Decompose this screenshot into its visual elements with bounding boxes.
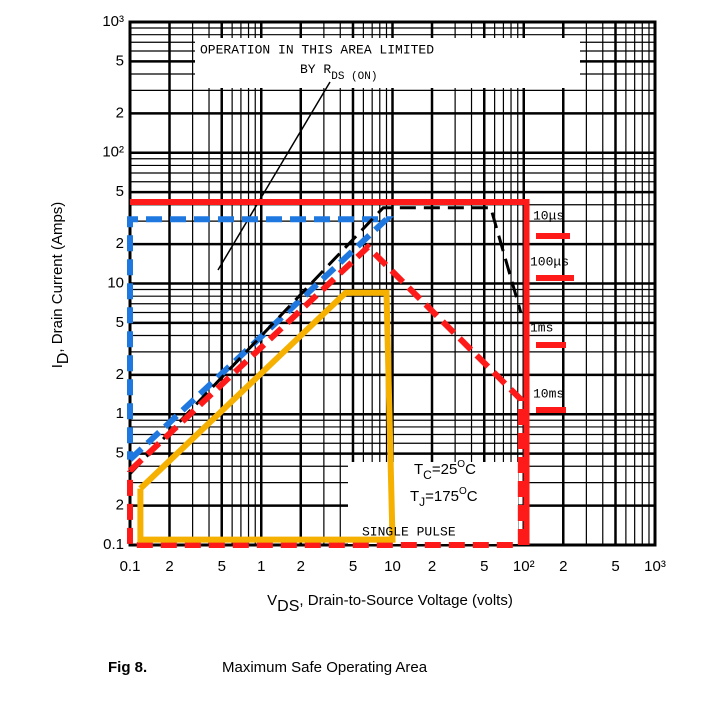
annotation: J: [419, 495, 425, 509]
series-line: [127, 216, 395, 462]
y-tick-label: 2: [116, 235, 124, 252]
y-tick-label: 2: [116, 104, 124, 121]
caption: Maximum Safe Operating Area: [222, 659, 428, 676]
y-tick-label: 5: [116, 445, 124, 462]
y-tick-label: 10²: [102, 144, 124, 161]
x-axis-label: DS: [277, 598, 299, 615]
series: [127, 199, 530, 548]
y-axis-label: D: [55, 353, 72, 365]
x-axis-label: VDS, Drain-to-Source Voltage (volts): [267, 592, 513, 615]
annotation: =175: [425, 488, 459, 505]
annotation-boxes: [195, 38, 580, 544]
y-tick-label: 2: [116, 366, 124, 383]
arrow: [217, 81, 331, 271]
y-tick-label: 0.1: [103, 536, 124, 553]
x-axis-label: V: [267, 592, 277, 609]
annotation: T: [414, 461, 423, 478]
annotation: C: [467, 488, 478, 505]
y-axis-label: , Drain Current (Amps): [49, 202, 66, 353]
x-axis-label: , Drain-to-Source Voltage (volts): [299, 592, 512, 609]
x-tick-label: 2: [165, 558, 173, 575]
series-line: [127, 242, 524, 548]
y-tick-label: 5: [116, 314, 124, 331]
annotation: TC=25OC: [414, 459, 476, 483]
x-tick-label: 2: [297, 558, 305, 575]
x-tick-label: 5: [480, 558, 488, 575]
annotation: C: [423, 468, 432, 482]
y-axis-label: I: [49, 364, 66, 368]
pulse-label: 10ms: [533, 386, 564, 401]
annotation: O: [459, 486, 467, 497]
y-tick-label: 1: [116, 405, 124, 422]
x-tick-label: 2: [559, 558, 567, 575]
series-line: [130, 199, 530, 545]
y-axis-label: ID, Drain Current (Amps): [49, 202, 72, 369]
x-tick-label: 10³: [644, 558, 666, 575]
y-tick-label: 2: [116, 497, 124, 514]
annotation: TJ=175OC: [410, 486, 478, 510]
annotation: O: [457, 459, 465, 470]
y-tick-label: 10: [107, 274, 124, 291]
annotation: BY RDS (ON): [300, 62, 377, 82]
x-tick-label: 5: [218, 558, 226, 575]
caption: Fig 8.: [108, 659, 147, 676]
pulse-label: 100μs: [530, 254, 569, 269]
y-tick-label: 5: [116, 183, 124, 200]
annotation: =25: [432, 461, 457, 478]
y-tick-label: 5: [116, 52, 124, 69]
annotation-box: [195, 38, 580, 88]
annotation: DS (ON): [331, 71, 377, 83]
x-tick-label: 10²: [513, 558, 535, 575]
series-line: [128, 206, 523, 475]
x-tick-label: 10: [384, 558, 401, 575]
pulse-label: 1ms: [530, 320, 553, 335]
annotation: BY R: [300, 62, 331, 77]
pulse-label: 10μs: [533, 208, 564, 223]
x-tick-label: 5: [611, 558, 619, 575]
series-line: [137, 289, 396, 543]
annotation: SINGLE PULSE: [362, 524, 456, 539]
annotation: T: [410, 488, 419, 505]
x-tick-label: 5: [349, 558, 357, 575]
pulse-marks: [536, 233, 574, 413]
x-tick-label: 0.1: [120, 558, 141, 575]
y-tick-label: 10³: [102, 13, 124, 30]
x-tick-label: 2: [428, 558, 436, 575]
annotation-box: [348, 462, 518, 544]
annotation: OPERATION IN THIS AREA LIMITED: [200, 42, 434, 57]
annotation: C: [465, 461, 476, 478]
x-tick-label: 1: [257, 558, 265, 575]
